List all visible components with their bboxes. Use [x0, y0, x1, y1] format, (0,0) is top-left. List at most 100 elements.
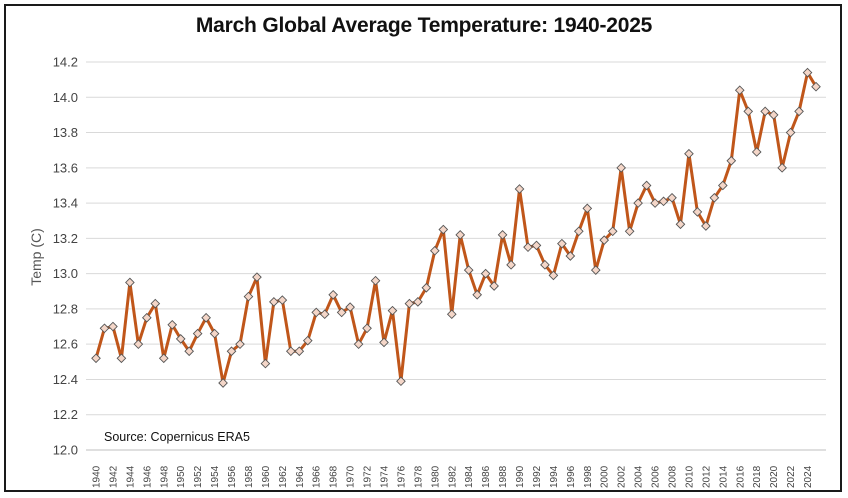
data-point: [336, 307, 347, 318]
data-point: [311, 307, 322, 318]
x-tick-label: 1974: [380, 465, 391, 488]
data-point: [167, 319, 178, 330]
y-tick-label: 13.8: [53, 125, 78, 140]
x-tick-label: 2004: [634, 465, 645, 488]
x-tick-label: 1988: [498, 465, 509, 488]
x-tick-label: 1986: [481, 465, 492, 488]
data-point: [811, 81, 821, 92]
data-point: [565, 251, 576, 261]
data-point: [751, 147, 762, 157]
data-point: [794, 106, 804, 117]
data-point: [658, 196, 669, 207]
data-point: [624, 226, 635, 237]
data-point: [353, 339, 364, 350]
y-tick-label: 12.0: [53, 443, 78, 458]
data-point: [531, 240, 542, 251]
data-point: [125, 277, 135, 288]
data-point: [582, 203, 593, 214]
data-point: [158, 353, 169, 364]
x-tick-label: 1944: [125, 465, 136, 488]
data-point: [294, 346, 305, 357]
data-point: [328, 289, 339, 300]
x-tick-label: 1982: [447, 465, 458, 488]
x-tick-label: 1964: [295, 465, 306, 488]
y-axis-label: Temp (C): [28, 228, 44, 286]
data-point: [387, 305, 398, 316]
data-point: [252, 272, 262, 283]
data-point: [192, 328, 203, 339]
data-point: [133, 339, 144, 350]
x-tick-label: 2016: [735, 465, 746, 488]
data-point: [209, 328, 220, 339]
data-point: [201, 312, 211, 323]
data-point: [557, 238, 567, 249]
x-tick-label: 1992: [532, 465, 543, 488]
data-point: [599, 235, 610, 245]
x-tick-label: 1950: [176, 465, 187, 488]
data-point: [489, 281, 499, 291]
y-tick-label: 12.8: [53, 301, 78, 316]
x-tick-label: 2012: [701, 465, 712, 488]
data-point: [760, 106, 771, 117]
chart-frame: [4, 4, 842, 492]
data-point: [684, 148, 694, 159]
data-point: [175, 334, 186, 344]
x-tick-label: 2018: [752, 465, 763, 488]
data-point: [438, 224, 449, 235]
x-tick-label: 1980: [430, 465, 441, 488]
data-point: [362, 323, 372, 334]
data-point: [226, 346, 237, 357]
x-tick-label: 1990: [515, 465, 526, 488]
data-point: [709, 192, 720, 203]
data-point: [802, 67, 813, 78]
data-point: [743, 106, 754, 117]
y-tick-label: 12.6: [53, 337, 78, 352]
x-tick-label: 1954: [210, 465, 221, 488]
x-tick-label: 1970: [346, 465, 357, 488]
x-tick-label: 1966: [312, 465, 323, 488]
data-point: [616, 162, 627, 173]
x-tick-label: 2006: [651, 465, 662, 488]
data-point: [607, 226, 618, 237]
data-point: [734, 85, 745, 96]
y-tick-label: 12.2: [53, 407, 78, 422]
data-point: [701, 221, 711, 231]
data-point: [641, 180, 652, 191]
data-point: [277, 295, 288, 305]
x-tick-label: 1956: [227, 465, 238, 488]
data-point: [463, 265, 474, 275]
x-tick-label: 1996: [566, 465, 577, 488]
y-tick-label: 13.6: [53, 160, 78, 175]
data-point: [785, 127, 796, 138]
data-point: [141, 312, 152, 323]
data-point: [413, 297, 423, 307]
data-point: [302, 335, 313, 346]
data-point: [573, 226, 584, 237]
x-tick-label: 2022: [786, 465, 797, 488]
data-point: [285, 346, 296, 357]
data-point: [633, 198, 643, 208]
data-point: [243, 291, 254, 302]
x-tick-label: 1952: [193, 465, 204, 488]
x-tick-label: 1962: [278, 465, 289, 488]
x-tick-label: 1978: [413, 465, 424, 488]
data-point: [717, 180, 728, 191]
x-tick-label: 1960: [261, 465, 272, 488]
x-tick-label: 1942: [108, 465, 119, 488]
data-point: [184, 346, 195, 357]
y-tick-label: 14.2: [53, 55, 78, 70]
x-tick-label: 2024: [803, 465, 814, 488]
data-point: [455, 229, 466, 240]
x-tick-label: 1976: [396, 465, 407, 488]
x-tick-label: 1994: [549, 465, 560, 488]
data-point: [768, 110, 779, 120]
x-tick-label: 2020: [769, 465, 780, 488]
y-tick-label: 13.2: [53, 231, 78, 246]
gridlines: [86, 61, 826, 451]
data-point: [269, 297, 279, 307]
data-point: [540, 259, 550, 270]
y-tick-label: 14.0: [53, 90, 78, 105]
data-point: [650, 198, 660, 208]
chart-title: March Global Average Temperature: 1940-2…: [195, 14, 653, 37]
